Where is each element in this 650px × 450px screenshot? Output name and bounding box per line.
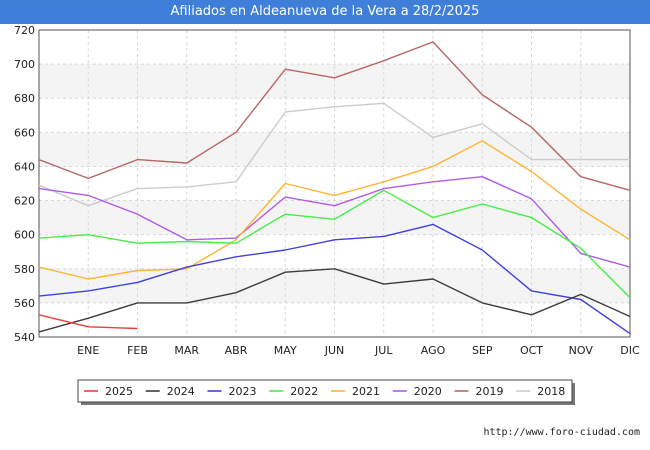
series-line-2023 xyxy=(38,223,631,335)
x-tick-label: NOV xyxy=(569,344,594,357)
chart-title: Afiliados en Aldeanueva de la Vera a 28/… xyxy=(170,4,480,19)
x-tick-label: ENE xyxy=(77,344,99,357)
legend-label-2019: 2019 xyxy=(476,385,504,398)
x-tick-label: OCT xyxy=(520,344,543,357)
x-tick-label: JUN xyxy=(324,344,345,357)
series-line-2019 xyxy=(38,41,631,191)
legend-label-2022: 2022 xyxy=(290,385,318,398)
grid-band xyxy=(39,268,630,303)
y-tick-label: 660 xyxy=(14,126,35,139)
series-line-2021 xyxy=(38,140,631,280)
grid-band xyxy=(39,64,630,99)
x-tick-label: ABR xyxy=(225,344,248,357)
legend-label-2021: 2021 xyxy=(352,385,380,398)
y-tick-label: 600 xyxy=(14,229,35,242)
y-tick-label: 620 xyxy=(14,195,35,208)
title-bar xyxy=(0,0,650,24)
x-tick-label: SEP xyxy=(472,344,493,357)
x-tick-label: JUL xyxy=(374,344,393,357)
x-tick-label: DIC xyxy=(620,344,640,357)
source-url[interactable]: http://www.foro-ciudad.com xyxy=(483,427,640,438)
y-tick-label: 540 xyxy=(14,331,35,344)
x-tick-label: MAY xyxy=(274,344,297,357)
x-tick-label: FEB xyxy=(127,344,148,357)
legend-label-2024: 2024 xyxy=(167,385,195,398)
legend-label-2025: 2025 xyxy=(105,385,133,398)
grid-band xyxy=(39,30,630,65)
y-tick-label: 580 xyxy=(14,263,35,276)
series-line-2025 xyxy=(38,314,138,330)
x-tick-label: MAR xyxy=(174,344,199,357)
legend-label-2023: 2023 xyxy=(229,385,257,398)
series-line-2024 xyxy=(38,268,631,333)
x-tick-label: AGO xyxy=(421,344,446,357)
y-tick-label: 700 xyxy=(14,58,35,71)
y-tick-label: 680 xyxy=(14,92,35,105)
legend-label-2020: 2020 xyxy=(414,385,442,398)
plot-frame xyxy=(38,29,631,338)
y-tick-label: 640 xyxy=(14,160,35,173)
y-tick-label: 560 xyxy=(14,297,35,310)
series-line-2022 xyxy=(38,189,631,299)
series-line-2020 xyxy=(38,175,631,268)
y-tick-label: 720 xyxy=(14,24,35,37)
series-line-2018 xyxy=(38,102,630,207)
legend-box xyxy=(77,379,573,403)
legend-label-2018: 2018 xyxy=(537,385,565,398)
